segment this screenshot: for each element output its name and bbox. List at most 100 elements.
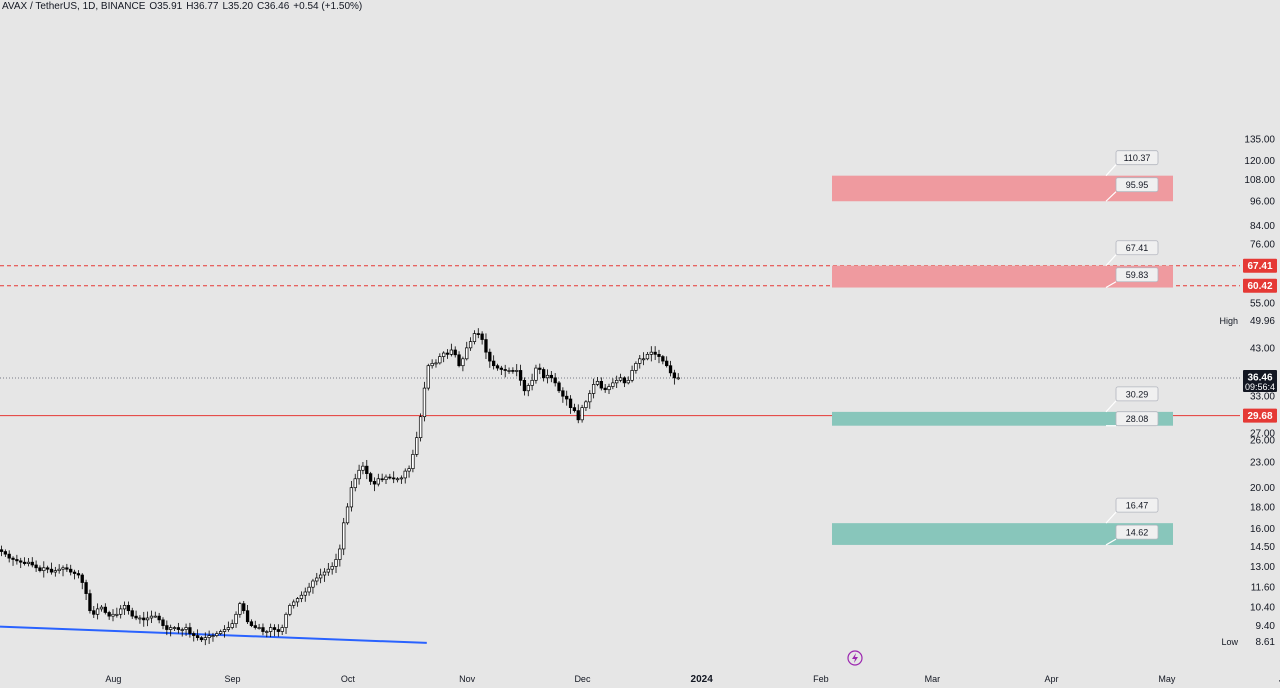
candle: [384, 474, 388, 485]
candle: [99, 604, 104, 612]
ohlc-close: C36.46: [257, 1, 290, 12]
candle: [234, 611, 238, 628]
time-axis[interactable]: Aug Sep Oct Nov Dec 2024 Feb Mar Apr May Jun: [105, 674, 1280, 685]
candle-body-up: [330, 566, 334, 570]
candle-body-up: [149, 615, 154, 619]
candle: [445, 349, 450, 359]
candle: [92, 605, 96, 618]
candle-body-up: [418, 416, 423, 439]
candle-body-up: [145, 617, 150, 621]
time-tick-label: Mar: [925, 674, 941, 684]
zone-label-connector: [1105, 281, 1117, 289]
candle-body-down: [30, 561, 34, 566]
price-tick-label: 27.00: [1250, 428, 1275, 439]
candle-body-up: [307, 586, 311, 593]
candle: [76, 570, 81, 579]
price-tick-label: 26.00: [1250, 435, 1275, 446]
candle: [480, 331, 484, 345]
candle-body-up: [184, 627, 188, 630]
price-zones[interactable]: [832, 175, 1173, 545]
candle-body-up: [219, 631, 223, 634]
candle: [19, 557, 23, 569]
candle-body-down: [388, 476, 392, 479]
candle: [130, 607, 134, 619]
candle: [42, 561, 46, 578]
candle-body-down: [511, 370, 515, 372]
candle: [653, 346, 657, 361]
candle-body-down: [261, 627, 265, 632]
candle: [138, 615, 142, 624]
candle: [376, 473, 380, 487]
candle-body-up: [280, 627, 284, 632]
low-label: Low: [1221, 637, 1238, 647]
candle-body-up: [215, 633, 219, 636]
candle: [603, 384, 607, 393]
candle-body-down: [11, 557, 15, 560]
candle: [57, 564, 61, 574]
price-tick-label: 16.00: [1250, 524, 1275, 535]
candle: [545, 369, 550, 384]
candle-body-up: [384, 476, 388, 480]
trendline[interactable]: [0, 625, 427, 644]
candle: [661, 355, 665, 365]
candle: [153, 611, 157, 618]
zone-1[interactable]: [832, 265, 1173, 288]
candle-body-down: [130, 610, 134, 617]
candle: [430, 359, 434, 369]
candle: [618, 373, 623, 383]
candle: [219, 629, 223, 636]
candle: [199, 636, 204, 643]
zone-bottom-label: 59.83: [1126, 270, 1149, 280]
candle-body-down: [103, 606, 107, 613]
candle-body-down: [661, 356, 665, 362]
price-tick-label: 11.60: [1251, 583, 1276, 594]
time-tick-label: Sep: [225, 674, 241, 684]
symbol-title[interactable]: AVAX / TetherUS, 1D, BINANCE: [2, 1, 146, 12]
candle: [22, 557, 27, 566]
price-tick-label: 18.00: [1250, 502, 1275, 513]
time-tick-label: Jun: [1279, 674, 1280, 684]
candle: [411, 449, 415, 473]
candle: [522, 377, 527, 396]
zone-labels: 110.37 95.95 67.41 59.83 30.29 28.08 16.47 14.6…: [1105, 150, 1159, 546]
time-tick-label: May: [1158, 674, 1176, 684]
candle: [322, 568, 327, 582]
candle-body-down: [176, 627, 181, 630]
candle-body-up: [238, 603, 242, 615]
candle-body-down: [199, 637, 204, 641]
price-tag-value: 67.41: [1247, 261, 1272, 272]
candle: [342, 517, 346, 556]
candle-body-down: [72, 571, 77, 574]
candle-body-down: [126, 605, 131, 612]
candle-body-up: [111, 613, 115, 617]
price-tick-label: 96.00: [1250, 197, 1275, 208]
candle: [149, 610, 154, 624]
candle: [438, 353, 442, 365]
logo-icon[interactable]: [847, 650, 863, 666]
candle: [499, 365, 503, 375]
candle-body-down: [3, 551, 7, 555]
candle: [368, 471, 373, 485]
candle: [507, 367, 511, 374]
price-tick-label: 33.00: [1250, 392, 1275, 403]
candle: [145, 611, 150, 627]
candle: [665, 356, 669, 368]
candle: [622, 376, 627, 388]
candle: [80, 573, 84, 590]
candle-body-down: [92, 610, 96, 615]
candle: [103, 603, 107, 615]
candle-body-down: [453, 349, 457, 356]
candle-body-down: [276, 629, 280, 632]
zone-3[interactable]: [832, 523, 1173, 545]
price-tick-label: 9.40: [1256, 621, 1276, 632]
current-price-value: 36.46: [1247, 372, 1272, 383]
candle-body-down: [365, 465, 369, 474]
price-tag: [1243, 278, 1277, 293]
candle-body-down: [65, 567, 69, 570]
price-tick-label: 14.50: [1250, 542, 1275, 553]
price-axis[interactable]: 135.00 120.00 108.00 96.00 84.00 76.00 55.00 43…: [1219, 134, 1277, 648]
zone-2[interactable]: [832, 411, 1173, 426]
candle: [311, 578, 315, 594]
time-tick-label: Oct: [341, 674, 356, 684]
